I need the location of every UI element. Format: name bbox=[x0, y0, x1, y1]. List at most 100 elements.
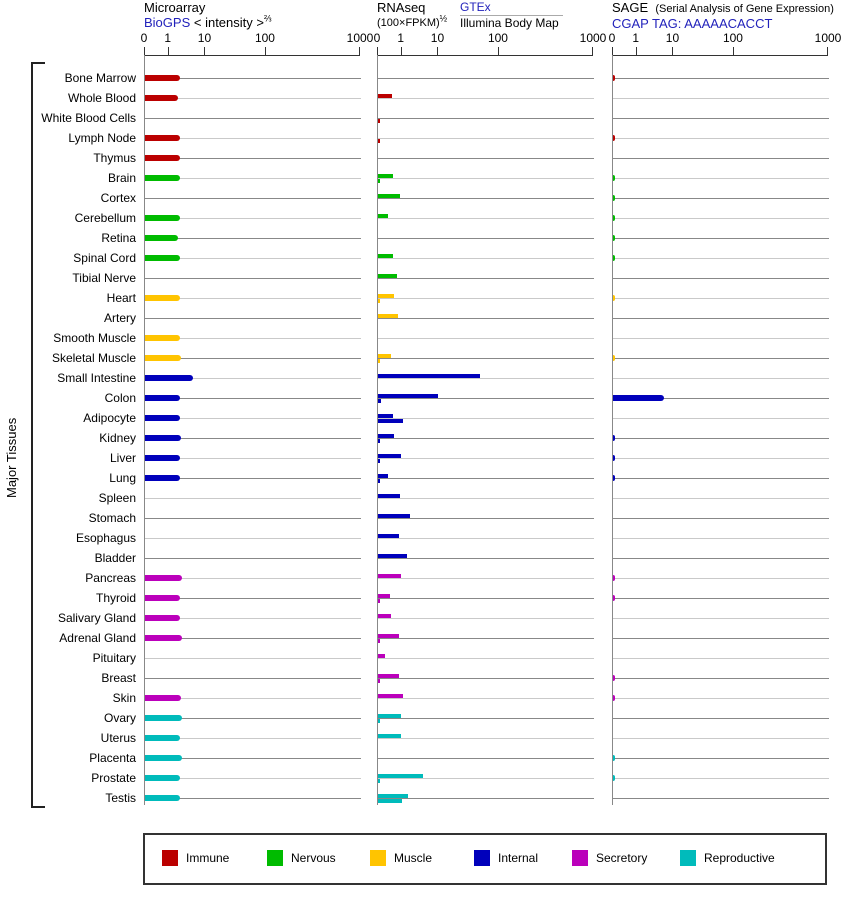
tissue-label: Smooth Muscle bbox=[53, 331, 136, 345]
row-gridline bbox=[378, 578, 594, 579]
tissue-label: Adrenal Gland bbox=[59, 631, 136, 645]
axis-tick-mark bbox=[612, 47, 613, 55]
row-gridline bbox=[145, 78, 361, 79]
rnaseq-gtex-bar bbox=[378, 794, 408, 798]
sage-bar bbox=[613, 235, 616, 241]
row-gridline bbox=[145, 458, 361, 459]
row-gridline bbox=[145, 638, 361, 639]
row-gridline bbox=[145, 738, 361, 739]
axis-tick-mark bbox=[635, 47, 637, 55]
rnaseq-bodymap-bar bbox=[378, 679, 381, 683]
tissue-label: Pituitary bbox=[92, 651, 136, 665]
rnaseq-gtex-bar bbox=[378, 494, 400, 498]
row-gridline bbox=[145, 338, 361, 339]
microarray-bar bbox=[145, 635, 182, 641]
rnaseq-gtex-bar bbox=[378, 214, 388, 218]
tissue-label: Spinal Cord bbox=[73, 251, 136, 265]
row-gridline bbox=[378, 438, 594, 439]
axis-tick-mark bbox=[144, 47, 145, 55]
row-gridline bbox=[145, 618, 361, 619]
microarray-bar bbox=[145, 215, 180, 221]
row-gridline bbox=[145, 678, 361, 679]
cgap-link[interactable]: CGAP bbox=[612, 16, 649, 31]
row-gridline bbox=[613, 758, 829, 759]
row-gridline bbox=[613, 618, 829, 619]
row-gridline bbox=[613, 198, 829, 199]
microarray-header: Microarray BioGPS < intensity >⅔ bbox=[144, 1, 272, 30]
sage-bar bbox=[613, 175, 616, 181]
row-gridline bbox=[613, 158, 829, 159]
microarray-bar bbox=[145, 415, 180, 421]
tissue-label: Brain bbox=[107, 171, 136, 185]
row-gridline bbox=[378, 278, 594, 279]
row-gridline bbox=[378, 658, 594, 659]
biogps-link[interactable]: BioGPS bbox=[144, 15, 191, 30]
microarray-bar bbox=[145, 775, 180, 781]
row-gridline bbox=[378, 678, 594, 679]
microarray-bar bbox=[145, 695, 181, 701]
tissue-label: Stomach bbox=[88, 511, 136, 525]
row-gridline bbox=[378, 478, 594, 479]
axis-tick-label: 10 bbox=[430, 31, 445, 45]
sage-bar bbox=[613, 475, 616, 481]
legend-label: Immune bbox=[186, 851, 230, 865]
row-gridline bbox=[613, 678, 829, 679]
axis-tick-label: 1 bbox=[632, 31, 640, 45]
row-gridline bbox=[378, 718, 594, 719]
rnaseq-gtex-bar bbox=[378, 314, 398, 318]
axis-tick-label: 10 bbox=[197, 31, 212, 45]
microarray-title: Microarray bbox=[144, 0, 206, 15]
rnaseq-gtex-bar bbox=[378, 654, 385, 658]
row-gridline bbox=[378, 178, 594, 179]
row-gridline bbox=[613, 718, 829, 719]
rnaseq-gtex-bar bbox=[378, 594, 390, 598]
microarray-bar bbox=[145, 75, 180, 81]
row-gridline bbox=[378, 98, 594, 99]
row-gridline bbox=[378, 138, 594, 139]
axis-tick-mark bbox=[827, 47, 828, 55]
sage-bar bbox=[613, 135, 616, 141]
sage-bar bbox=[613, 395, 664, 401]
rnaseq-gtex-bar bbox=[378, 194, 400, 198]
row-gridline bbox=[613, 518, 829, 519]
rnaseq-bodymap-bar bbox=[378, 459, 381, 463]
row-gridline bbox=[145, 138, 361, 139]
tissue-label: Small Intestine bbox=[57, 371, 136, 385]
microarray-bar bbox=[145, 615, 180, 621]
microarray-bar bbox=[145, 735, 180, 741]
row-gridline bbox=[145, 398, 361, 399]
tissue-label: Uterus bbox=[100, 731, 136, 745]
row-gridline bbox=[378, 338, 594, 339]
sage-subtitle: (Serial Analysis of Gene Expression) bbox=[655, 3, 834, 15]
rnaseq-gtex-bar bbox=[378, 774, 423, 778]
sage-bar bbox=[613, 215, 616, 221]
rnaseq-gtex-bar bbox=[378, 434, 394, 438]
axis-tick-label: 100 bbox=[722, 31, 743, 45]
rnaseq-gtex-bar bbox=[378, 394, 439, 398]
tissue-label: Bladder bbox=[94, 551, 136, 565]
tissue-label: Pancreas bbox=[85, 571, 136, 585]
row-gridline bbox=[613, 258, 829, 259]
axis-tick-label: 10 bbox=[665, 31, 680, 45]
row-gridline bbox=[145, 418, 361, 419]
axis-tick-label: 1000 bbox=[579, 31, 607, 45]
axis-tick-mark bbox=[377, 47, 378, 55]
tissue-label: Breast bbox=[101, 671, 136, 685]
axis-tick-label: 100 bbox=[254, 31, 275, 45]
axis-tick-label: 1000 bbox=[814, 31, 842, 45]
major-tissues-label: Major Tissues bbox=[4, 417, 19, 498]
axis-tick-mark bbox=[437, 47, 439, 55]
tissue-label: Bone Marrow bbox=[64, 71, 136, 85]
legend-swatch bbox=[162, 850, 178, 866]
gtex-link[interactable]: GTEx bbox=[460, 1, 563, 16]
sage-bar bbox=[613, 255, 616, 261]
row-gridline bbox=[613, 458, 829, 459]
row-gridline bbox=[378, 538, 594, 539]
tissue-label: Placenta bbox=[89, 751, 136, 765]
tissue-label: Testis bbox=[105, 791, 136, 805]
row-gridline bbox=[378, 358, 594, 359]
tissue-label: Prostate bbox=[91, 771, 136, 785]
legend-label: Muscle bbox=[394, 851, 433, 865]
rnaseq-gtex-bar bbox=[378, 414, 394, 418]
